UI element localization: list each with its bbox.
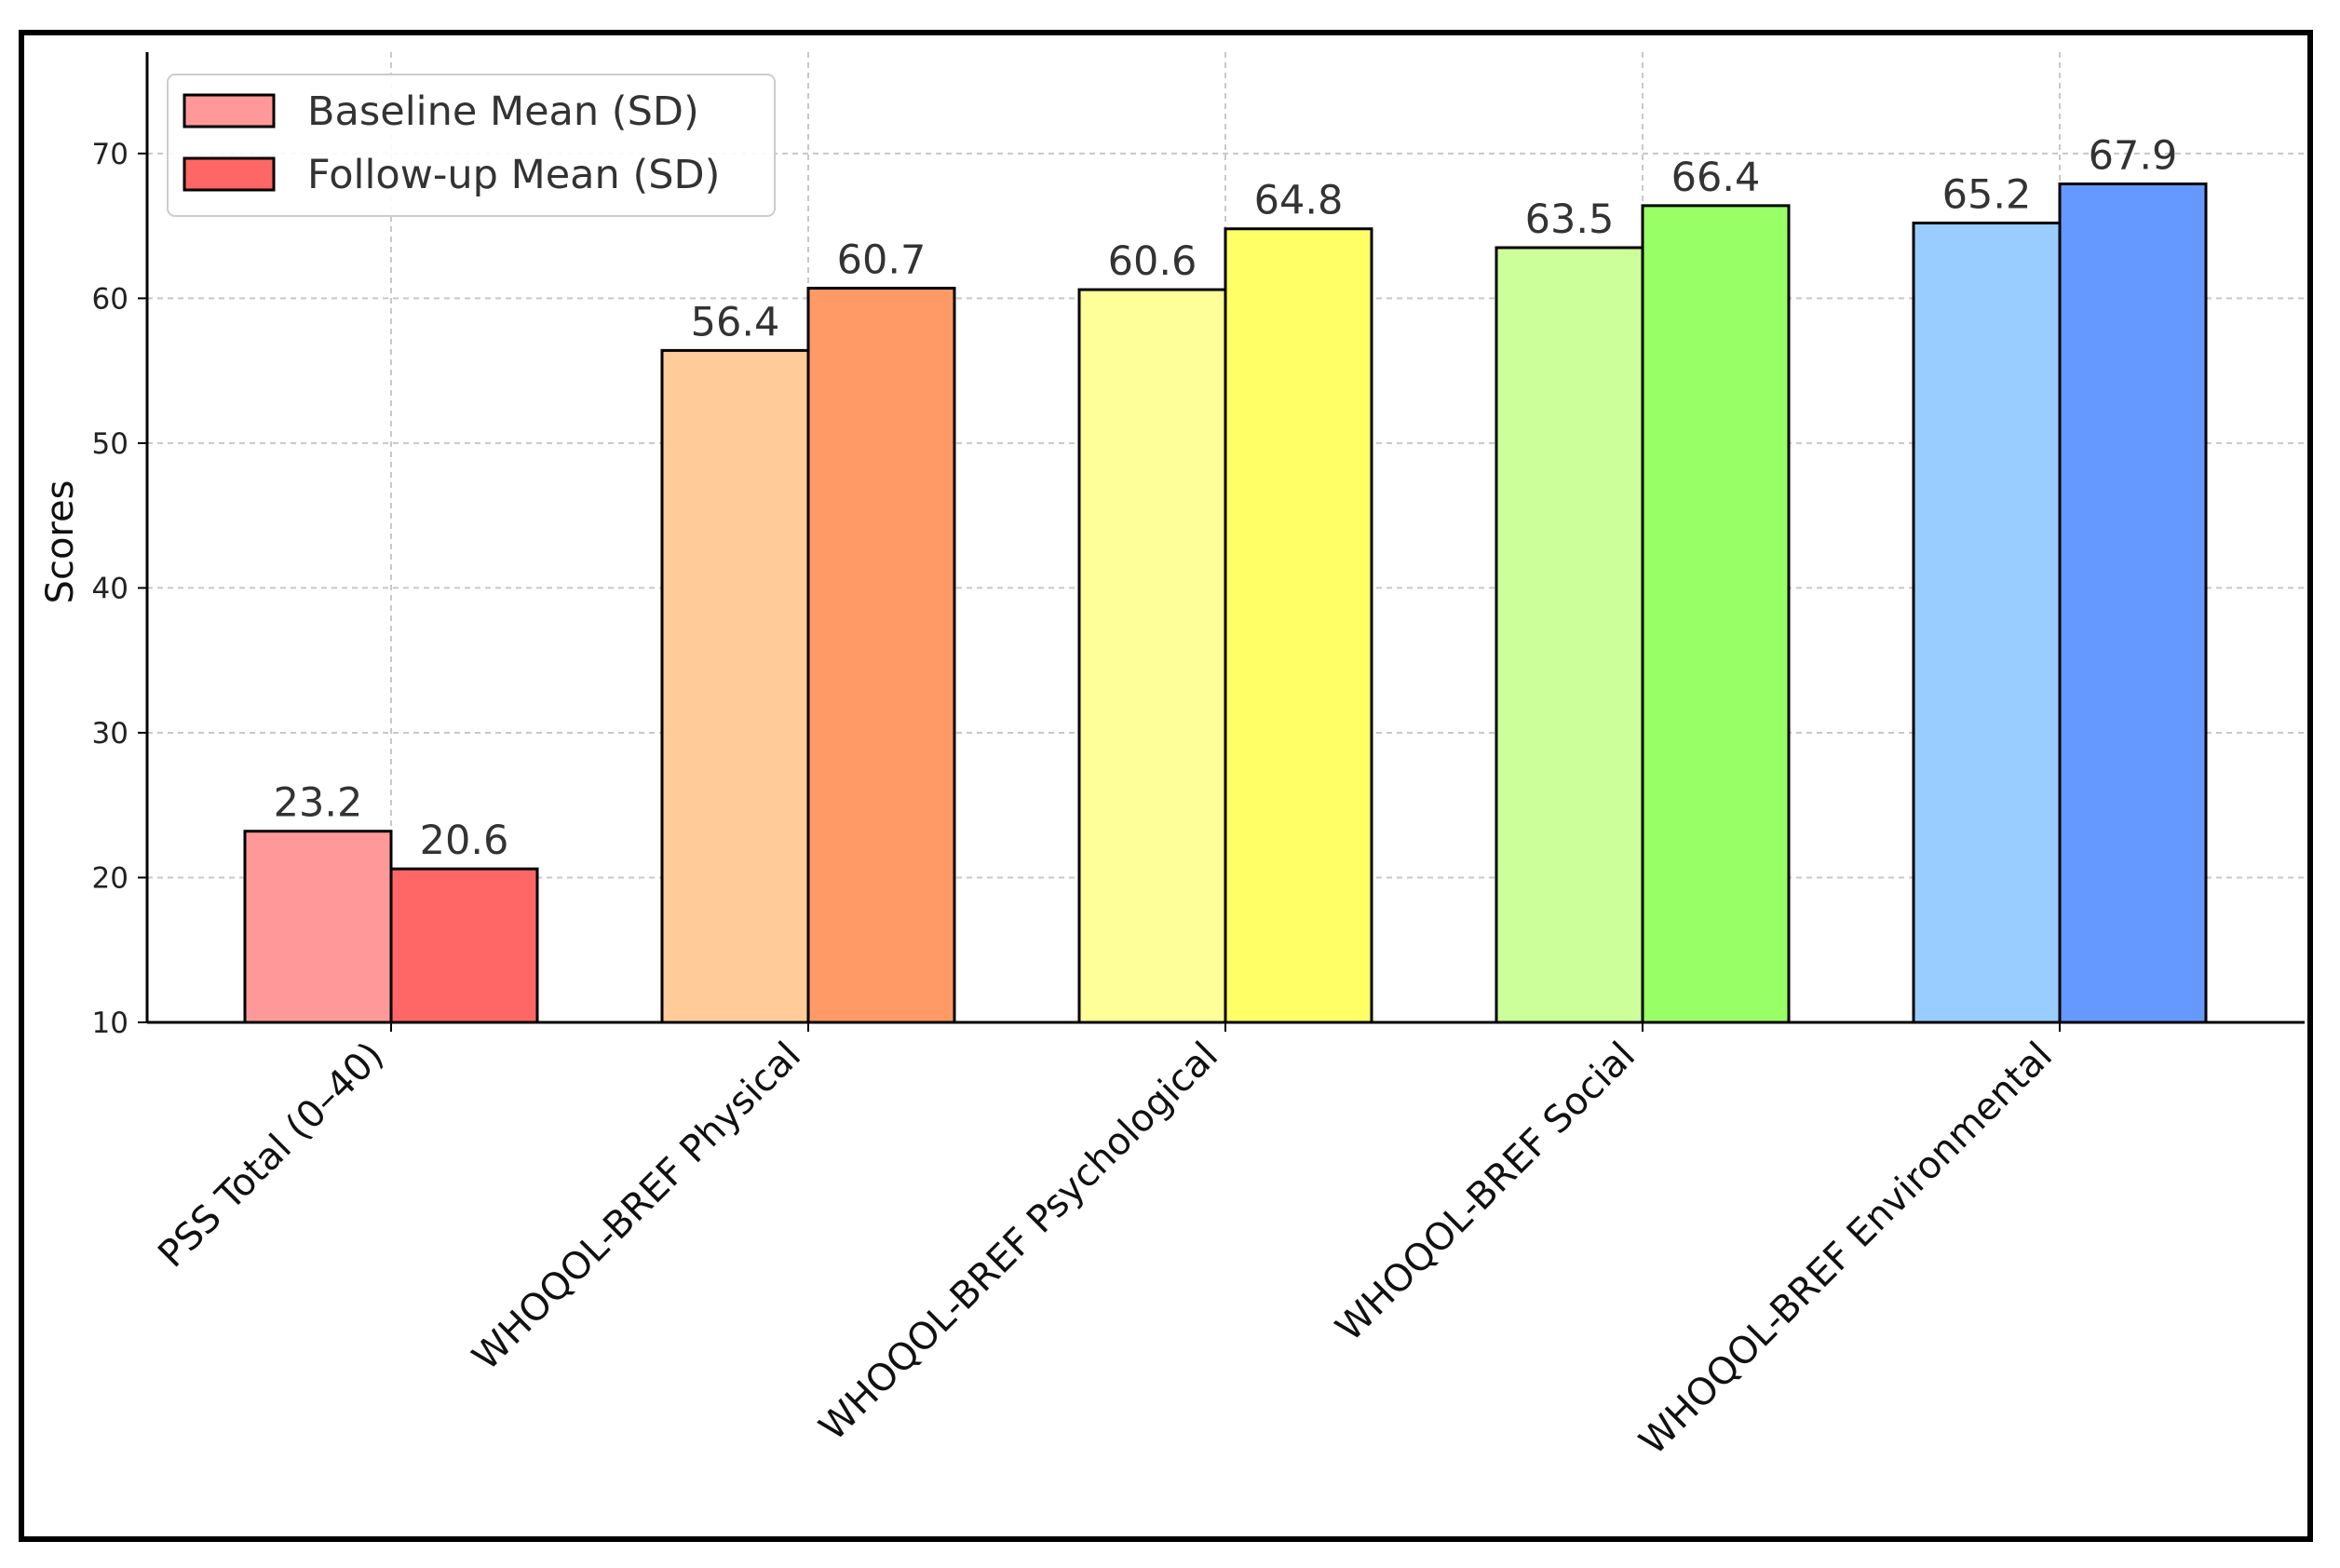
legend-swatch: [183, 93, 276, 128]
x-tick-label: PSS Total (0–40): [150, 1034, 392, 1277]
followup-bar: [2058, 182, 2208, 1024]
followup-value-label: 60.7: [837, 237, 927, 284]
y-tick-label: 20: [92, 861, 128, 895]
followup-bar: [806, 287, 956, 1024]
x-tick-label: WHOQOL-BREF Physical: [465, 1034, 809, 1379]
y-tick-label: 30: [92, 717, 128, 750]
x-tick-label: WHOQOL-BREF Psychological: [811, 1034, 1226, 1450]
followup-bar: [1641, 204, 1791, 1024]
y-tick-label: 50: [92, 427, 128, 461]
baseline-bar: [243, 830, 393, 1024]
baseline-value-label: 65.2: [1942, 172, 2032, 219]
y-tick-label: 10: [92, 1007, 128, 1040]
followup-value-label: 64.8: [1254, 178, 1344, 224]
legend: Baseline Mean (SD) Follow-up Mean (SD): [167, 74, 776, 217]
legend-label: Baseline Mean (SD): [307, 88, 699, 135]
x-tick-label: WHOQOL-BREF Social: [1328, 1034, 1643, 1350]
legend-swatch: [183, 156, 276, 192]
value-labels: 23.2 56.4 60.6 63.5 65.2 20.6 60.7 64.8 66.4 67.9: [274, 133, 2178, 865]
followup-bar: [1224, 227, 1373, 1024]
baseline-bar: [1495, 246, 1644, 1024]
y-tick-label: 40: [92, 572, 128, 605]
baseline-bar: [660, 348, 810, 1024]
y-tick-label: 60: [92, 282, 128, 316]
followup-bar: [389, 867, 539, 1024]
baseline-value-label: 60.6: [1108, 238, 1197, 285]
legend-box: [167, 74, 776, 217]
followup-value-label: 20.6: [420, 818, 509, 864]
bars: [243, 182, 2208, 1024]
followup-value-label: 66.4: [1671, 155, 1761, 201]
legend-label: Follow-up Mean (SD): [307, 152, 720, 198]
y-tick-label: 70: [92, 138, 128, 171]
x-tick-label: WHOQOL-BREF Environmental: [1631, 1034, 2061, 1464]
baseline-value-label: 23.2: [274, 780, 363, 827]
baseline-bar: [1077, 288, 1227, 1024]
baseline-bar: [1912, 222, 2062, 1024]
y-axis-label: Scores: [39, 480, 82, 604]
followup-value-label: 67.9: [2089, 133, 2178, 180]
baseline-value-label: 63.5: [1525, 196, 1615, 243]
baseline-value-label: 56.4: [691, 299, 780, 345]
figure-frame: [19, 30, 2313, 1542]
